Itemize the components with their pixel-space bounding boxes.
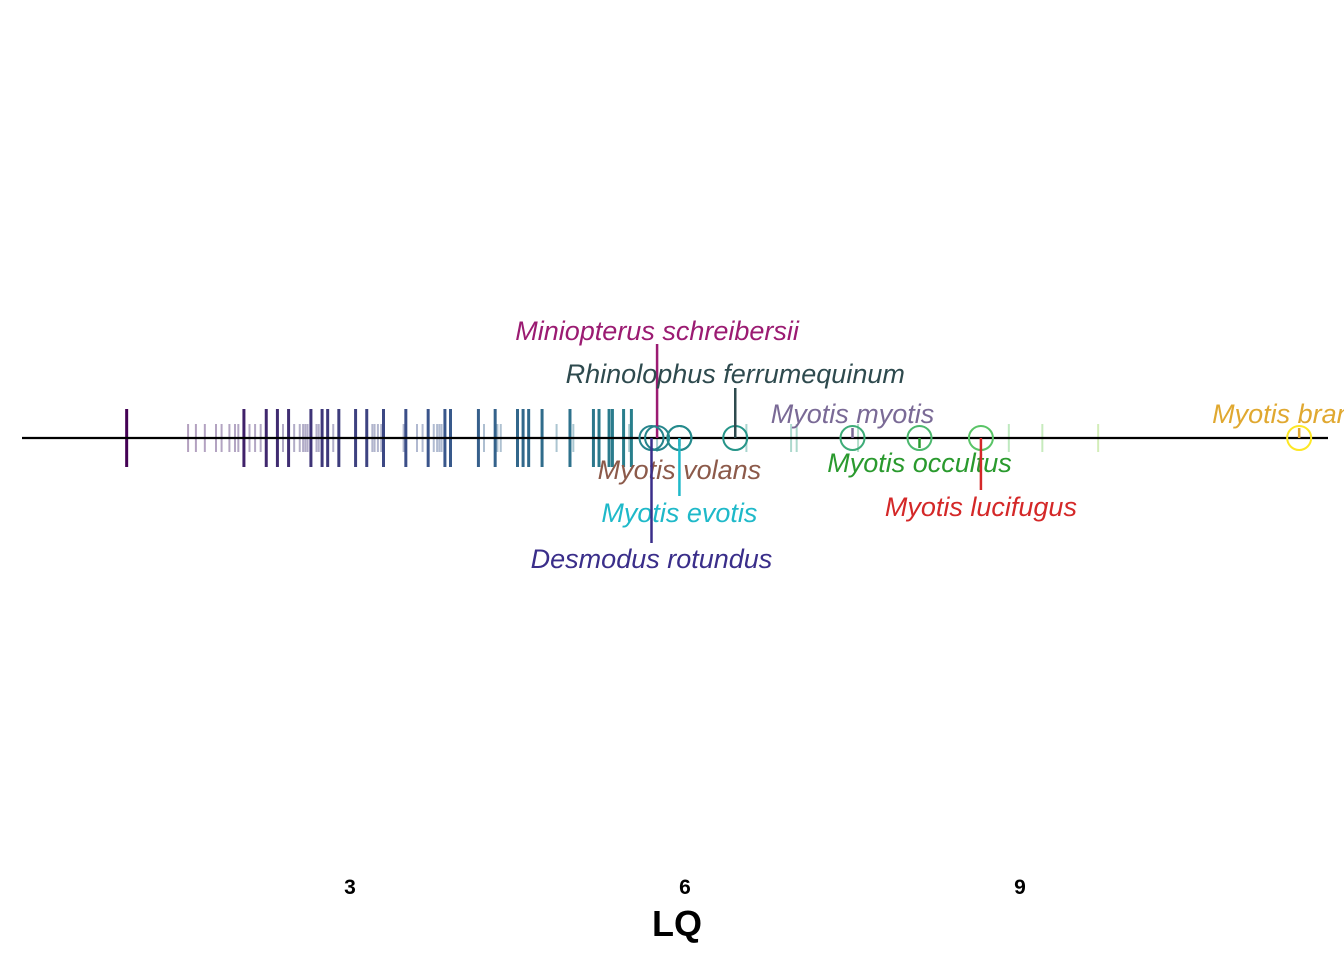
species-label: Myotis myotis: [771, 399, 935, 429]
species-label: Myotis brandtii: [1212, 399, 1344, 429]
species-label: Myotis occultus: [827, 448, 1012, 478]
highlight-marker: [839, 425, 866, 451]
species-label: Miniopterus schreibersii: [515, 316, 800, 346]
highlighted-species: Miniopterus schreibersii Rhinolophus ferr…: [515, 316, 1344, 574]
highlight-marker: [1286, 425, 1313, 451]
x-tick-label: 9: [1014, 876, 1026, 899]
species-label: Desmodus rotundus: [531, 544, 773, 574]
x-tick-label: 6: [679, 876, 691, 899]
x-tick-label: 3: [344, 876, 356, 899]
x-axis-ticks: 3 6 9: [344, 876, 1026, 899]
x-axis-title: LQ: [652, 903, 702, 944]
species-label: Myotis lucifugus: [885, 492, 1077, 522]
species-label: Rhinolophus ferrumequinum: [566, 359, 905, 389]
species-label: Myotis evotis: [601, 498, 757, 528]
highlight-marker: [906, 425, 933, 451]
